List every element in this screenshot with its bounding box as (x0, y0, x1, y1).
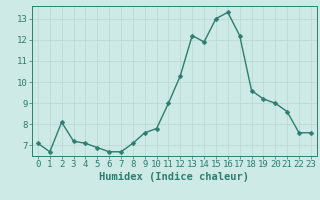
X-axis label: Humidex (Indice chaleur): Humidex (Indice chaleur) (100, 172, 249, 182)
